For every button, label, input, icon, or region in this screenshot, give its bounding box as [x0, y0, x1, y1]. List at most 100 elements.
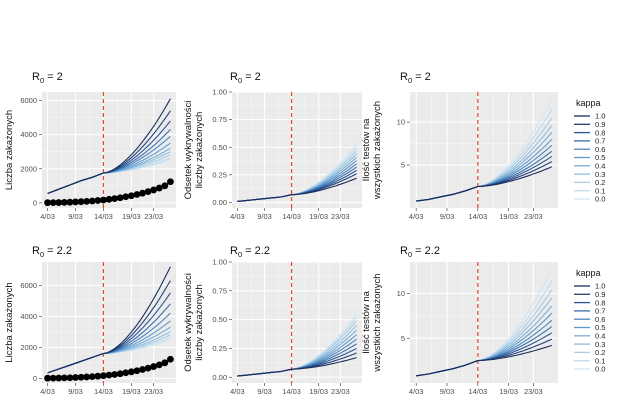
x-tick-label: 9/03 — [257, 387, 272, 396]
observed-point — [139, 366, 146, 373]
legend-label: 0.0 — [595, 365, 605, 374]
observed-point — [100, 196, 107, 204]
x-tick-label: 4/03 — [409, 212, 424, 221]
observed-point — [94, 372, 102, 380]
observed-point — [133, 367, 141, 375]
panel-title: R0 = 2 — [400, 71, 431, 85]
x-tick-label: 4/03 — [230, 387, 245, 396]
observed-point — [60, 374, 68, 382]
x-tick-label: 23/03 — [144, 387, 163, 396]
panel-title: R0 = 2.2 — [32, 245, 72, 259]
observed-point — [161, 359, 169, 367]
y-axis-label: wszystkich zakażonych — [372, 101, 383, 200]
observed-point — [127, 368, 135, 376]
y-tick-label: 5 — [401, 334, 405, 343]
observed-point — [150, 363, 158, 370]
observed-point — [94, 197, 102, 204]
y-axis-label: liczby zakażonych — [194, 112, 205, 189]
series-line-kappa-0 — [237, 357, 357, 377]
panel-1: 0 2000 4000 6000 4/03 9/03 14/03 19/03 23/03 R0 =… — [4, 71, 176, 221]
panel-title: R0 = 2 — [230, 71, 261, 85]
observed-point — [150, 186, 158, 194]
legend-label: 1.0 — [595, 282, 605, 291]
y-tick-label: 4000 — [20, 130, 37, 139]
y-tick-label: 2000 — [20, 343, 37, 352]
x-tick-label: 19/03 — [499, 387, 518, 396]
x-tick-label: 19/03 — [499, 212, 518, 221]
observed-point — [55, 199, 63, 206]
observed-point — [155, 184, 163, 192]
x-tick-label: 23/03 — [331, 387, 350, 396]
observed-point — [105, 195, 113, 203]
y-tick-label: 0.50 — [212, 143, 227, 152]
observed-point — [116, 194, 124, 202]
y-tick-label: 0 — [33, 374, 37, 383]
observed-point — [111, 195, 118, 203]
observed-point — [116, 370, 124, 378]
observed-point — [122, 369, 130, 377]
x-tick-label: 14/03 — [468, 387, 487, 396]
y-tick-label: 1.00 — [212, 258, 227, 267]
x-tick-label: 9/03 — [440, 212, 455, 221]
x-tick-label: 23/03 — [524, 387, 543, 396]
panel-5: 0.00 0.25 0.50 0.75 1.00 4/03 9/03 14/03 19/03 23… — [183, 245, 362, 396]
y-tick-label: 4000 — [20, 312, 37, 321]
observed-point — [77, 373, 85, 381]
series-line-kappa-0 — [47, 98, 171, 195]
observed-point — [88, 197, 96, 205]
legend-label: 0.3 — [595, 170, 605, 179]
plot-background — [232, 92, 362, 208]
legend-label: 0.7 — [595, 307, 605, 316]
legend-label: 0.6 — [595, 315, 605, 324]
legend-label: 0.7 — [595, 137, 605, 146]
observed-point — [144, 188, 152, 196]
x-tick-label: 14/03 — [468, 212, 487, 221]
x-tick-label: 23/03 — [524, 212, 543, 221]
x-tick-label: 19/03 — [309, 212, 328, 221]
observed-point — [44, 374, 51, 382]
series-line-kappa-1.0 — [416, 344, 552, 377]
legend-label: 0.8 — [595, 298, 605, 307]
x-tick-label: 9/03 — [257, 212, 272, 221]
panel-title: R0 = 2.2 — [230, 245, 270, 259]
observed-point — [161, 182, 169, 190]
observed-point — [77, 198, 85, 206]
y-tick-label: 0.75 — [212, 286, 227, 295]
y-axis-label: wszystkich zakażonych — [372, 273, 383, 372]
legend-label: 0.5 — [595, 153, 605, 162]
x-tick-label: 19/03 — [122, 387, 141, 396]
observed-point — [127, 192, 135, 200]
observed-point — [44, 199, 51, 207]
y-axis-label: Ilość testów na — [361, 118, 372, 182]
observed-point — [72, 198, 79, 206]
observed-point — [66, 198, 74, 206]
legend-label: 0.2 — [595, 178, 605, 187]
legend-title: kappa — [576, 98, 601, 108]
legend-label: 0.1 — [595, 356, 605, 365]
y-axis-label: Liczba zakażonych — [4, 282, 15, 362]
legend-label: 0.8 — [595, 128, 605, 137]
observed-point — [60, 198, 68, 206]
observed-point — [133, 191, 141, 198]
observed-point — [155, 361, 163, 369]
series-line-kappa-1.0 — [416, 166, 553, 202]
x-tick-label: 9/03 — [68, 387, 83, 396]
y-tick-label: 0.25 — [212, 170, 227, 179]
x-tick-label: 14/03 — [282, 387, 301, 396]
y-axis-label: Odsetek wykrywalności — [183, 101, 194, 200]
y-tick-label: 2000 — [20, 164, 37, 173]
panel-title: R0 = 2 — [32, 71, 63, 85]
observed-point — [72, 374, 79, 381]
x-tick-label: 14/03 — [94, 387, 113, 396]
y-axis-label: Ilość testów na — [361, 290, 372, 354]
legend-label: 0.0 — [595, 195, 605, 204]
legend-label: 0.4 — [595, 332, 605, 341]
y-tick-label: 0.00 — [212, 373, 227, 382]
observed-point — [167, 355, 174, 363]
y-tick-label: 0.00 — [212, 198, 227, 207]
y-tick-label: 5 — [401, 161, 405, 170]
observed-point — [83, 197, 91, 205]
y-tick-label: 6000 — [20, 281, 37, 290]
y-axis-label: Odsetek wykrywalności — [183, 273, 194, 372]
